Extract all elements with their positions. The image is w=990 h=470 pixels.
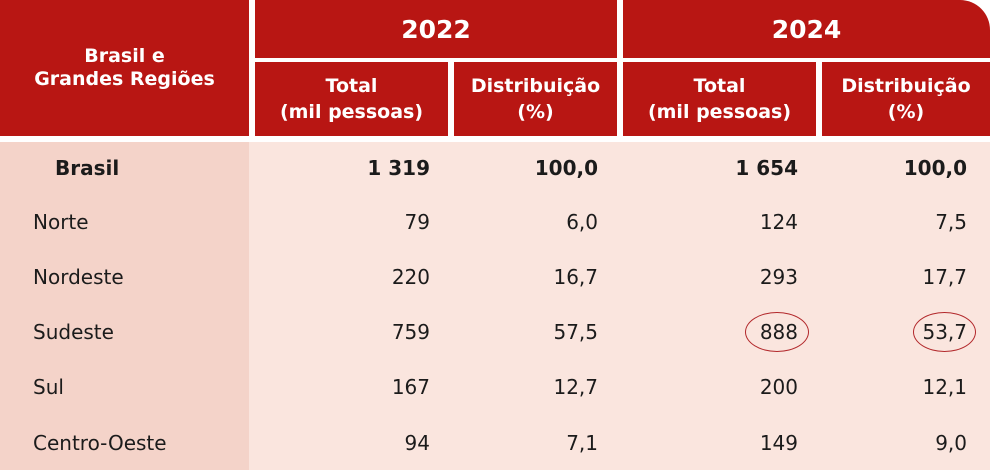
subheader-unit: (%)	[887, 101, 925, 123]
dist-2022-cell: 100,0	[534, 156, 598, 180]
year-header-2024: 2024	[623, 0, 990, 58]
subheader-unit: (mil pessoas)	[647, 101, 792, 123]
total-2022-cell: 759	[391, 320, 430, 344]
total-2022-cell: 220	[391, 265, 430, 289]
dist-2022-cell: 12,7	[553, 375, 598, 399]
total-2024-cell: 1 654	[735, 156, 798, 180]
dist-2024-cell: 9,0	[935, 431, 967, 455]
subheader-total-2022: Total (mil pessoas)	[255, 62, 448, 136]
total-2024-cell: 293	[759, 265, 798, 289]
total-2024-cell: 200	[759, 375, 798, 399]
corner-header: Brasil e Grandes Regiões	[0, 0, 249, 136]
total-2022-cell: 1 319	[367, 156, 430, 180]
dist-2024-cell: 100,0	[903, 156, 967, 180]
subheader-total-2024: Total (mil pessoas)	[623, 62, 816, 136]
region-label: Norte	[33, 210, 89, 234]
subheader-title: Total	[325, 75, 378, 97]
dist-2022-cell: 16,7	[553, 265, 598, 289]
dist-2022-cell: 6,0	[566, 210, 598, 234]
subheader-unit: (mil pessoas)	[279, 101, 424, 123]
region-label: Sul	[33, 375, 64, 399]
subheader-title: Total	[693, 75, 746, 97]
corner-header-line-1: Brasil e	[84, 45, 165, 67]
region-label: Sudeste	[33, 320, 114, 344]
corner-header-line-2: Grandes Regiões	[34, 68, 215, 90]
total-2022-cell: 79	[404, 210, 430, 234]
subheader-dist-2024: Distribuição (%)	[822, 62, 990, 136]
year-header-2022: 2022	[255, 0, 617, 58]
subheader-title: Distribuição	[841, 75, 971, 97]
subheader-dist-2022: Distribuição (%)	[454, 62, 617, 136]
highlight-circle-dist-2024	[913, 312, 976, 352]
dist-2022-cell: 57,5	[553, 320, 598, 344]
subheader-unit: (%)	[517, 101, 554, 123]
body-label-column	[0, 142, 249, 470]
total-2024-cell: 124	[759, 210, 798, 234]
body-values-area	[249, 142, 990, 470]
dist-2022-cell: 7,1	[566, 431, 598, 455]
highlight-circle-total-2024	[745, 312, 809, 352]
region-label: Centro-Oeste	[33, 431, 167, 455]
total-2022-cell: 167	[391, 375, 430, 399]
region-label: Nordeste	[33, 265, 124, 289]
subheader-title: Distribuição	[470, 75, 601, 97]
total-2024-cell: 149	[759, 431, 798, 455]
total-2022-cell: 94	[404, 431, 430, 455]
dist-2024-cell: 17,7	[922, 265, 967, 289]
dist-2024-cell: 12,1	[922, 375, 967, 399]
region-label: Brasil	[55, 156, 120, 180]
dist-2024-cell: 7,5	[935, 210, 967, 234]
